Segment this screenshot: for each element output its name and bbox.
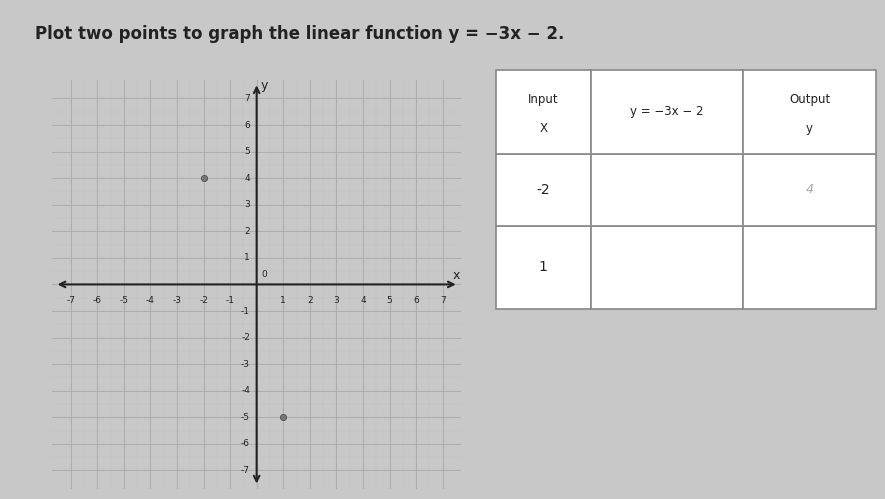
Bar — [496, 70, 591, 154]
Text: 6: 6 — [413, 296, 419, 305]
Text: 3: 3 — [334, 296, 339, 305]
Text: 4: 4 — [360, 296, 366, 305]
Text: -2: -2 — [199, 296, 208, 305]
Text: 2: 2 — [244, 227, 250, 236]
Bar — [743, 154, 876, 226]
Text: 5: 5 — [387, 296, 392, 305]
Text: 1: 1 — [539, 260, 548, 274]
Text: 1: 1 — [281, 296, 286, 305]
Text: 4: 4 — [805, 183, 813, 196]
Bar — [591, 226, 743, 309]
Text: y = −3x − 2: y = −3x − 2 — [630, 105, 704, 118]
Text: y: y — [261, 79, 268, 92]
Text: -3: -3 — [241, 360, 250, 369]
Bar — [743, 226, 876, 309]
Text: 0: 0 — [261, 270, 267, 279]
Text: -4: -4 — [146, 296, 155, 305]
Text: 5: 5 — [244, 147, 250, 156]
Text: 4: 4 — [244, 174, 250, 183]
Text: -2: -2 — [536, 183, 550, 197]
Text: 6: 6 — [244, 121, 250, 130]
Text: -7: -7 — [66, 296, 75, 305]
Text: x: x — [452, 268, 459, 281]
Text: -1: -1 — [241, 306, 250, 315]
Text: -2: -2 — [241, 333, 250, 342]
Text: Output: Output — [789, 93, 830, 106]
Text: 2: 2 — [307, 296, 312, 305]
Text: -1: -1 — [226, 296, 235, 305]
Text: -4: -4 — [241, 386, 250, 395]
Text: -7: -7 — [241, 466, 250, 475]
Text: -5: -5 — [241, 413, 250, 422]
Text: -6: -6 — [93, 296, 102, 305]
Text: Plot two points to graph the linear function y = −3x − 2.: Plot two points to graph the linear func… — [35, 25, 565, 43]
Text: X: X — [539, 122, 547, 135]
Text: y: y — [806, 122, 813, 135]
Bar — [591, 154, 743, 226]
Bar — [743, 70, 876, 154]
Text: 7: 7 — [244, 94, 250, 103]
Text: 1: 1 — [244, 253, 250, 262]
Bar — [496, 154, 591, 226]
Text: -6: -6 — [241, 439, 250, 448]
Text: 3: 3 — [244, 200, 250, 209]
Bar — [591, 70, 743, 154]
Bar — [496, 226, 591, 309]
Text: Input: Input — [527, 93, 558, 106]
Text: 7: 7 — [440, 296, 445, 305]
Text: -3: -3 — [173, 296, 181, 305]
Text: -5: -5 — [119, 296, 128, 305]
